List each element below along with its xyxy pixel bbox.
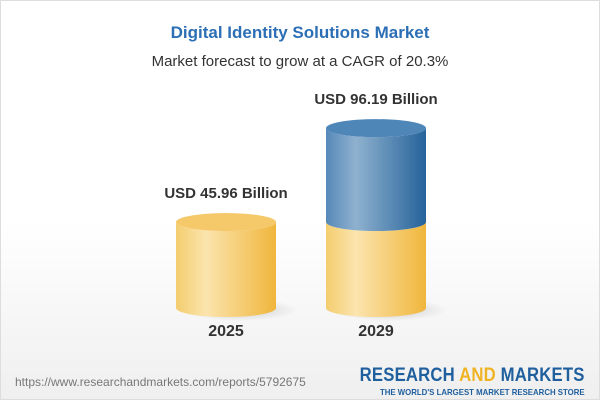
cylinder-chart: USD 45.96 Billion 2025 USD 96.19 Billion 20…: [164, 91, 448, 340]
category-label: 2025: [208, 323, 244, 340]
chart-title: Digital Identity Solutions Market: [170, 23, 430, 42]
bar-2025: [176, 222, 276, 317]
bar-2029-growth-top: [326, 119, 426, 138]
data-label: USD 45.96 Billion: [164, 185, 287, 202]
research-and-markets-logo: RESEARCH AND MARKETS THE WORLD'S LARGEST…: [360, 365, 585, 397]
source-url[interactable]: https://www.researchandmarkets.com/repor…: [15, 375, 306, 389]
bar-2025-top: [176, 213, 276, 232]
chart-subtitle: Market forecast to grow at a CAGR of 20.…: [151, 53, 449, 70]
bar-2029-base: [326, 222, 426, 317]
bar-2029-growth: [326, 128, 426, 232]
data-label: USD 96.19 Billion: [314, 91, 437, 108]
category-label: 2029: [358, 323, 394, 340]
